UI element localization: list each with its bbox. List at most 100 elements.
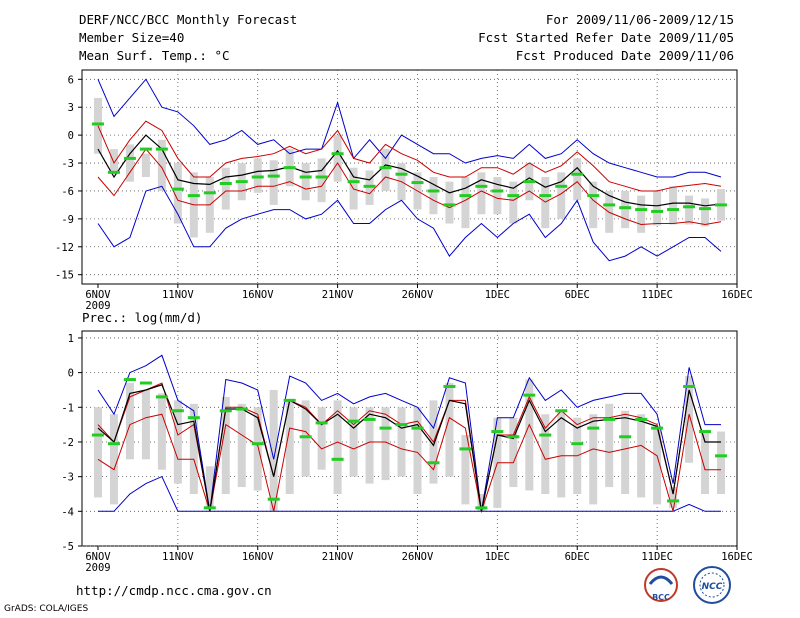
prec-box xyxy=(605,403,614,488)
prec-xtick-label: 6DEC xyxy=(565,551,590,563)
prec-box xyxy=(461,435,470,505)
prec-box xyxy=(317,407,326,470)
temp-box xyxy=(381,149,390,191)
prec-box xyxy=(141,389,150,460)
ncc-logo-text: NCC xyxy=(702,582,723,592)
prec-box xyxy=(333,400,342,494)
prec-box xyxy=(109,414,118,505)
prec-box xyxy=(365,407,374,484)
temp-box xyxy=(477,172,486,215)
prec-max-line xyxy=(97,354,721,512)
prec-box xyxy=(301,400,310,477)
temp-box xyxy=(157,139,166,191)
member-size: Member Size=40 xyxy=(79,30,185,45)
forecast-period: For 2009/11/06-2009/12/15 xyxy=(545,12,734,27)
prec-box xyxy=(253,407,262,491)
prec-box xyxy=(621,410,630,494)
temp-box xyxy=(653,190,662,226)
prec-box xyxy=(685,376,694,463)
temp-min-line xyxy=(97,185,722,262)
temp-max-line xyxy=(97,78,722,178)
prec-ytick-label: 1 xyxy=(68,333,74,345)
prec-box xyxy=(541,414,550,494)
prec-xtick-label: 6NOV xyxy=(85,551,111,563)
prec-box xyxy=(205,466,214,508)
bcc-logo: BCC xyxy=(644,568,678,602)
prec-box xyxy=(525,379,534,491)
temp-box xyxy=(493,177,502,215)
temp-box xyxy=(557,172,566,219)
temp-xtick-label: 21NOV xyxy=(322,289,354,301)
prec-box xyxy=(509,417,518,488)
prec-box xyxy=(589,414,598,505)
temp-box xyxy=(429,177,438,215)
prec-box xyxy=(173,400,182,484)
prec-box xyxy=(93,407,102,498)
variable-label: Mean Surf. Temp.: °C xyxy=(79,48,230,63)
temp-xtick-label: 26NOV xyxy=(402,289,434,301)
temp-ytick-label: -6 xyxy=(61,186,74,198)
bcc-logo-text: BCC xyxy=(652,593,670,602)
prec-ytick-label: -1 xyxy=(61,402,74,414)
precip-title: Prec.: log(mm/d) xyxy=(82,310,202,325)
temp-mean-line xyxy=(97,134,722,207)
footer-credit: GrADS: COLA/IGES xyxy=(4,604,89,614)
temp-box xyxy=(125,144,134,182)
prec-box xyxy=(653,428,662,505)
temp-xtick-label: 16NOV xyxy=(242,289,274,301)
prec-box xyxy=(637,414,646,498)
prec-box xyxy=(349,407,358,477)
start-date: Fcst Started Refer Date 2009/11/05 xyxy=(478,30,734,45)
prec-ytick-label: -3 xyxy=(61,472,74,484)
prec-box xyxy=(717,431,726,494)
produced-date: Fcst Produced Date 2009/11/06 xyxy=(515,48,734,63)
temp-xtick-label: 11DEC xyxy=(641,289,673,301)
prec-box xyxy=(557,410,566,498)
prec-box xyxy=(189,403,198,494)
temp-xtick-label: 16DEC xyxy=(721,289,753,301)
temp-year-label: 2009 xyxy=(85,300,110,312)
temp-box xyxy=(269,160,278,205)
temp-box xyxy=(573,158,582,201)
prec-box xyxy=(669,487,678,508)
ncc-logo: NCC xyxy=(693,566,731,604)
prec-xtick-label: 1DEC xyxy=(485,551,510,563)
temp-box xyxy=(333,135,342,182)
precipitation-panel: 6NOV 11NOV 16NOV 21NOV 26NOV 1DEC 6DEC 11DEC 16D… xyxy=(61,330,753,574)
temp-box xyxy=(461,177,470,229)
prec-ytick-label: -2 xyxy=(61,437,74,449)
prec-box xyxy=(237,403,246,488)
temp-ytick-label: 6 xyxy=(68,74,74,86)
temp-ytick-label: -3 xyxy=(61,158,74,170)
prec-box xyxy=(221,396,230,494)
prec-box xyxy=(125,383,134,460)
temp-box xyxy=(109,149,118,173)
temp-box xyxy=(685,195,694,225)
temp-ytick-label: -15 xyxy=(55,270,74,282)
forecast-title: DERF/NCC/BCC Monthly Forecast xyxy=(79,12,298,27)
temp-xtick-label: 6NOV xyxy=(85,289,111,301)
prec-box xyxy=(413,407,422,494)
prec-xtick-label: 26NOV xyxy=(402,551,434,563)
temp-ytick-label: -12 xyxy=(55,242,74,254)
temp-ytick-label: -9 xyxy=(61,214,74,226)
prec-box xyxy=(285,400,294,494)
prec-xtick-label: 11DEC xyxy=(641,551,673,563)
temp-box xyxy=(621,190,630,229)
temp-ytick-label: 0 xyxy=(68,130,74,142)
temp-xtick-label: 11NOV xyxy=(162,289,194,301)
temp-box xyxy=(589,181,598,229)
temp-upper-line xyxy=(97,120,722,192)
prec-box xyxy=(477,493,486,512)
prec-year-label: 2009 xyxy=(85,562,110,574)
temp-lower-line xyxy=(97,148,722,226)
temp-box xyxy=(637,195,646,233)
temp-box xyxy=(669,186,678,225)
prec-box xyxy=(269,389,278,512)
temp-box xyxy=(445,181,454,224)
temp-box xyxy=(301,163,310,201)
prec-xtick-label: 11NOV xyxy=(162,551,194,563)
prec-ytick-label: 0 xyxy=(68,368,74,380)
prec-mean-line xyxy=(97,384,721,512)
